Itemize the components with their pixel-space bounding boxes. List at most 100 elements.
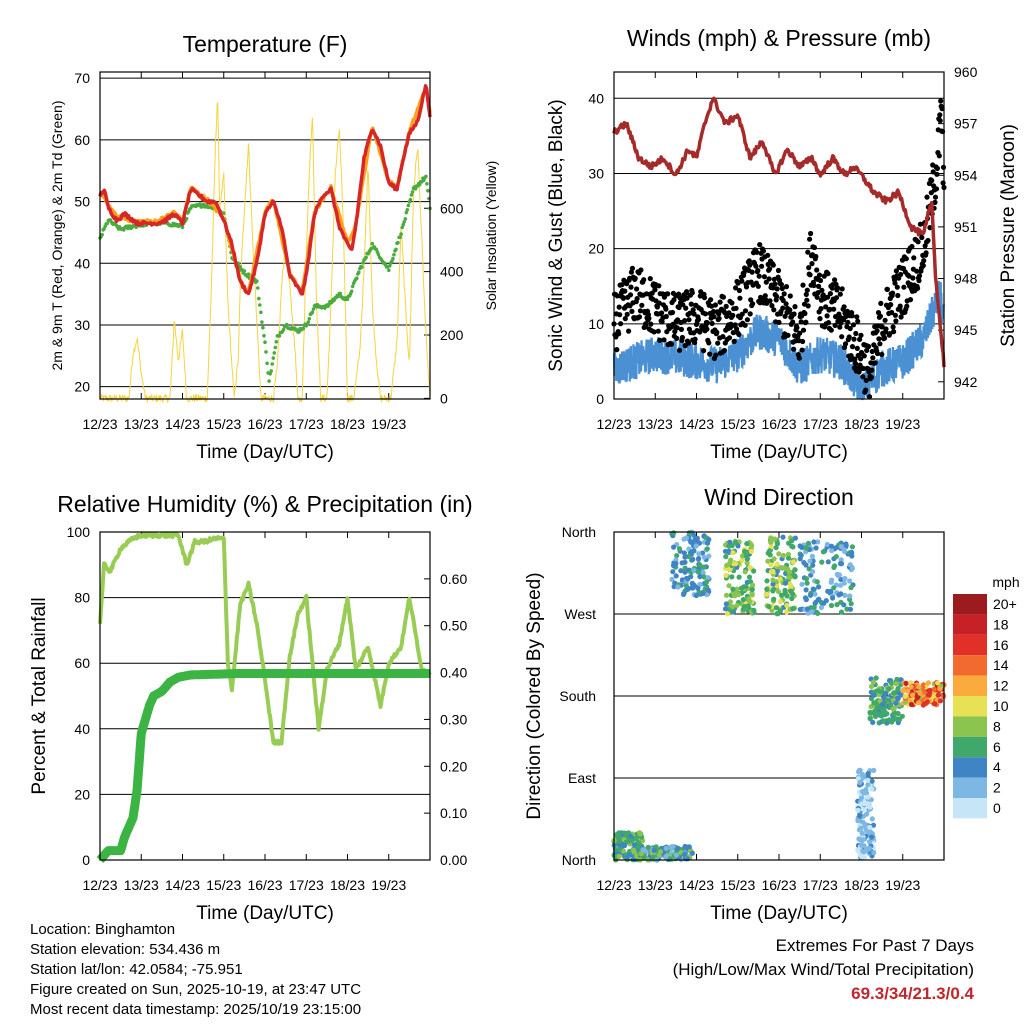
direction-point <box>704 546 710 552</box>
y2-tick-label: 951 <box>954 219 978 235</box>
x-tick-label: 18/23 <box>330 877 365 893</box>
direction-point <box>831 585 837 591</box>
direction-point <box>881 718 887 724</box>
gust-point <box>803 319 809 325</box>
gust-point <box>620 295 627 301</box>
gust-point <box>903 256 909 262</box>
direction-point <box>787 581 793 587</box>
gust-point <box>897 303 903 309</box>
legend-swatch <box>953 736 987 758</box>
gust-point <box>841 304 847 310</box>
direction-point <box>627 838 633 844</box>
dewpoint-point <box>265 361 269 366</box>
direction-point <box>847 606 854 612</box>
direction-point <box>835 572 841 579</box>
gust-point <box>890 324 896 330</box>
direction-point <box>807 592 814 598</box>
dewpoint-point <box>257 296 261 301</box>
legend-label: 8 <box>993 718 1001 734</box>
y-tick-label: 40 <box>588 90 604 106</box>
direction-point <box>774 611 780 617</box>
x-tick-label: 15/23 <box>720 877 755 893</box>
dewpoint-point <box>390 259 394 264</box>
direction-point <box>681 591 687 597</box>
direction-point <box>838 576 844 583</box>
direction-point <box>828 543 835 549</box>
gust-point <box>808 230 814 237</box>
direction-point <box>770 577 776 583</box>
direction-point <box>701 554 707 560</box>
y-axis-label-humidity: Percent & Total Rainfall <box>29 597 50 794</box>
legend-swatch <box>953 777 987 798</box>
gust-point <box>937 112 943 118</box>
direction-point <box>669 576 675 583</box>
y2-tick-label: 200 <box>440 327 464 343</box>
direction-point <box>751 568 757 574</box>
direction-point <box>773 545 779 551</box>
gust-point <box>804 287 810 293</box>
dewpoint-point <box>355 276 359 281</box>
direction-point <box>691 568 697 574</box>
direction-point <box>675 584 681 590</box>
gust-point <box>803 291 809 297</box>
x-tick-label: 12/23 <box>82 416 117 432</box>
direction-point <box>864 827 870 834</box>
y-tick-label: 10 <box>588 316 604 332</box>
direction-point <box>693 592 700 599</box>
y-tick-label: 30 <box>74 317 90 333</box>
direction-point <box>828 579 834 585</box>
direction-point <box>657 849 664 855</box>
direction-point <box>637 831 643 837</box>
direction-point <box>727 539 733 545</box>
legend-label: 12 <box>993 678 1009 694</box>
direction-point <box>764 591 770 597</box>
gust-point <box>814 267 820 273</box>
direction-point <box>768 535 774 541</box>
x-axis-label-wind_direction: Time (Day/UTC) <box>710 903 848 924</box>
gust-point <box>672 328 678 335</box>
direction-point <box>859 854 865 860</box>
gust-point <box>936 153 942 159</box>
direction-point <box>691 548 697 554</box>
gust-point <box>757 242 763 248</box>
gust-point <box>901 284 907 290</box>
gust-point <box>646 315 652 321</box>
direction-point <box>879 712 885 718</box>
dewpoint-point <box>391 256 395 261</box>
gust-point <box>680 302 686 308</box>
gust-point <box>833 295 840 301</box>
direction-point <box>627 852 633 858</box>
dewpoint-point <box>361 261 365 265</box>
gust-point <box>811 282 817 289</box>
gust-point <box>821 273 827 279</box>
legend-swatch <box>953 675 987 696</box>
panel-humidity: Relative Humidity (%) & Precipitation (i… <box>29 491 473 924</box>
direction-point <box>691 582 697 588</box>
direction-point <box>838 609 845 615</box>
direction-point <box>767 548 773 554</box>
y-tick-label: 70 <box>74 70 90 86</box>
gust-point <box>866 394 873 400</box>
direction-tick-label: North <box>562 524 596 540</box>
gust-point <box>932 194 939 200</box>
gust-point <box>882 317 888 323</box>
gust-point <box>750 301 756 307</box>
dewpoint-point <box>284 322 289 327</box>
direction-point <box>888 680 895 686</box>
station-info: Location: Binghamton Station elevation: … <box>30 920 361 1020</box>
direction-point <box>732 561 739 567</box>
direction-point <box>686 844 692 850</box>
dewpoint-point <box>374 247 379 252</box>
gust-point <box>687 310 693 316</box>
gust-point <box>684 289 690 295</box>
direction-point <box>860 819 866 825</box>
dewpoint-point <box>310 310 315 315</box>
gust-point <box>874 328 880 334</box>
x-tick-label: 19/23 <box>371 877 406 893</box>
plot-frame <box>613 71 945 400</box>
gust-point <box>798 319 804 325</box>
direction-point <box>809 609 815 615</box>
direction-point <box>638 851 645 857</box>
gust-point <box>877 341 883 347</box>
gust-point <box>805 303 811 309</box>
